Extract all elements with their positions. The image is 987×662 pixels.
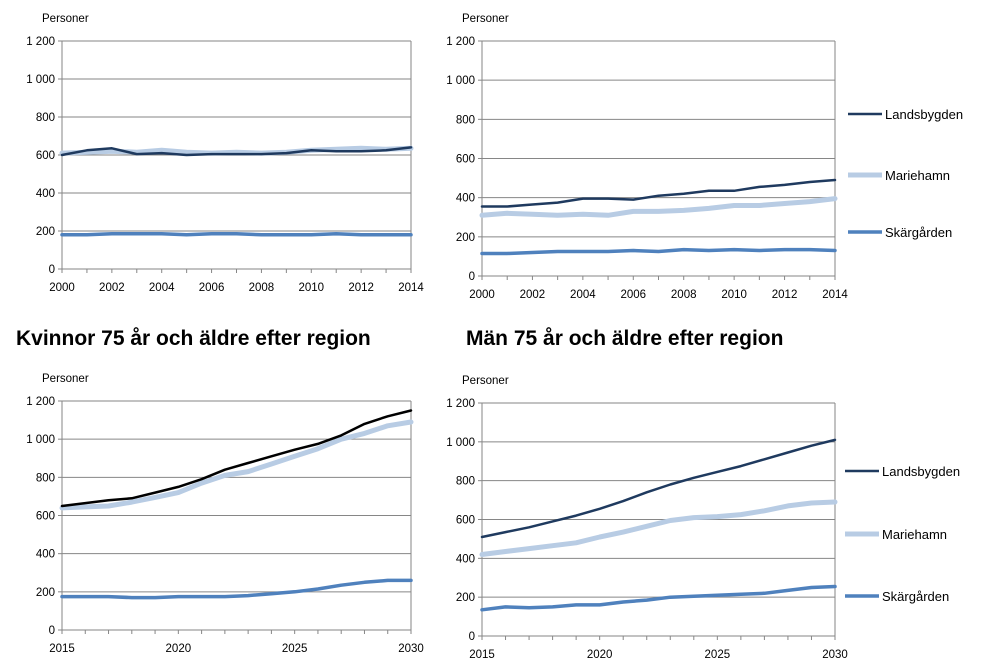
chart1-x-tick-label: 2004	[149, 282, 175, 294]
chart4-series-skargarden	[480, 584, 837, 612]
chart3-x-tick-label: 2030	[398, 643, 424, 655]
chart4-x-tick-label: 2030	[822, 649, 848, 661]
chart2-legend-label-skargarden: Skärgården	[885, 225, 952, 240]
chart1-series-landsbygden	[60, 146, 413, 157]
chart4-x-tick-label: 2025	[705, 649, 731, 661]
chart3-y-unit-label: Personer	[42, 373, 89, 385]
chart2-x-tick-label: 2000	[469, 289, 495, 301]
chart1-y-tick-label: 0	[49, 264, 55, 276]
chart3-y-tick-label: 400	[36, 549, 55, 561]
chart2-y-tick-label: 1 200	[446, 36, 475, 48]
chart1-y-tick-label: 1 000	[26, 74, 55, 86]
chart1-y-tick-label: 200	[36, 226, 55, 238]
chart3-series-skargarden	[60, 578, 413, 600]
chart3-x-tick-label: 2025	[282, 643, 308, 655]
chart2-series-landsbygden	[480, 178, 837, 208]
chart2-legend-label-mariehamn: Mariehamn	[885, 168, 950, 183]
chart2-y-tick-label: 400	[456, 193, 475, 205]
chart2-x-tick-label: 2014	[822, 289, 848, 301]
chart2-y-tick-label: 800	[456, 114, 475, 126]
chart3-x-tick-label: 2020	[166, 643, 192, 655]
chart4-x-tick-label: 2015	[469, 649, 495, 661]
chart2-y-tick-label: 0	[469, 271, 475, 283]
chart2-legend-label-landsbygden: Landsbygden	[885, 107, 963, 122]
chart1-x-tick-label: 2002	[99, 282, 125, 294]
chart1-x-tick-label: 2008	[249, 282, 275, 294]
chart2-y-tick-label: 200	[456, 232, 475, 244]
chart1-series-mariehamn	[59, 145, 414, 156]
chart4-y-tick-label: 1 000	[446, 437, 475, 449]
chart1-y-unit-label: Personer	[42, 13, 89, 25]
chart2-x-tick-label: 2010	[721, 289, 747, 301]
chart2-x-tick-label: 2006	[620, 289, 646, 301]
chart2-y-unit-label: Personer	[462, 13, 509, 25]
chart2-x-tick-label: 2008	[671, 289, 697, 301]
chart1-y-tick-label: 400	[36, 188, 55, 200]
chart3-y-tick-label: 800	[36, 472, 55, 484]
chart1-y-tick-label: 1 200	[26, 36, 55, 48]
chart1-x-tick-label: 2010	[298, 282, 324, 294]
heading-men: Män 75 år och äldre efter region	[466, 327, 784, 350]
chart3-y-tick-label: 200	[36, 587, 55, 599]
chart3-series-mariehamn	[59, 419, 414, 511]
chart4-legend-label-skargarden: Skärgården	[882, 589, 949, 604]
chart1-x-tick-label: 2014	[398, 282, 424, 294]
chart1-series-skargarden	[60, 232, 413, 237]
chart2-y-tick-label: 600	[456, 154, 475, 166]
chart3-y-tick-label: 1 200	[26, 396, 55, 408]
chart1-x-tick-label: 2006	[199, 282, 225, 294]
heading-women: Kvinnor 75 år och äldre efter region	[16, 327, 371, 350]
chart2-x-tick-label: 2004	[570, 289, 596, 301]
chart4-series-landsbygden	[480, 438, 837, 539]
chart4-y-tick-label: 1 200	[446, 398, 475, 410]
chart4-series-mariehamn	[479, 499, 838, 557]
chart1-x-tick-label: 2000	[49, 282, 75, 294]
chart4-legend-label-landsbygden: Landsbygden	[882, 464, 960, 479]
chart3-x-tick-label: 2015	[49, 643, 75, 655]
chart4-y-tick-label: 0	[469, 631, 475, 643]
chart4-y-unit-label: Personer	[462, 375, 509, 387]
chart2-series-skargarden	[480, 247, 837, 256]
chart2-y-tick-label: 1 000	[446, 75, 475, 87]
chart2-series-mariehamn	[479, 196, 838, 218]
chart4-x-tick-label: 2020	[587, 649, 613, 661]
chart4-y-tick-label: 600	[456, 515, 475, 527]
chart4-y-tick-label: 200	[456, 592, 475, 604]
chart2-x-tick-label: 2012	[772, 289, 798, 301]
chart4-y-tick-label: 800	[456, 476, 475, 488]
chart1-y-tick-label: 800	[36, 112, 55, 124]
chart2-x-tick-label: 2002	[520, 289, 546, 301]
chart4-y-tick-label: 400	[456, 553, 475, 565]
chart1-x-tick-label: 2012	[348, 282, 374, 294]
chart3-y-tick-label: 600	[36, 511, 55, 523]
chart1-y-tick-label: 600	[36, 150, 55, 162]
chart4-legend-label-mariehamn: Mariehamn	[882, 527, 947, 542]
chart3-y-tick-label: 0	[49, 625, 55, 637]
chart3-series-landsbygden_projection_women	[60, 409, 413, 508]
chart3-y-tick-label: 1 000	[26, 434, 55, 446]
